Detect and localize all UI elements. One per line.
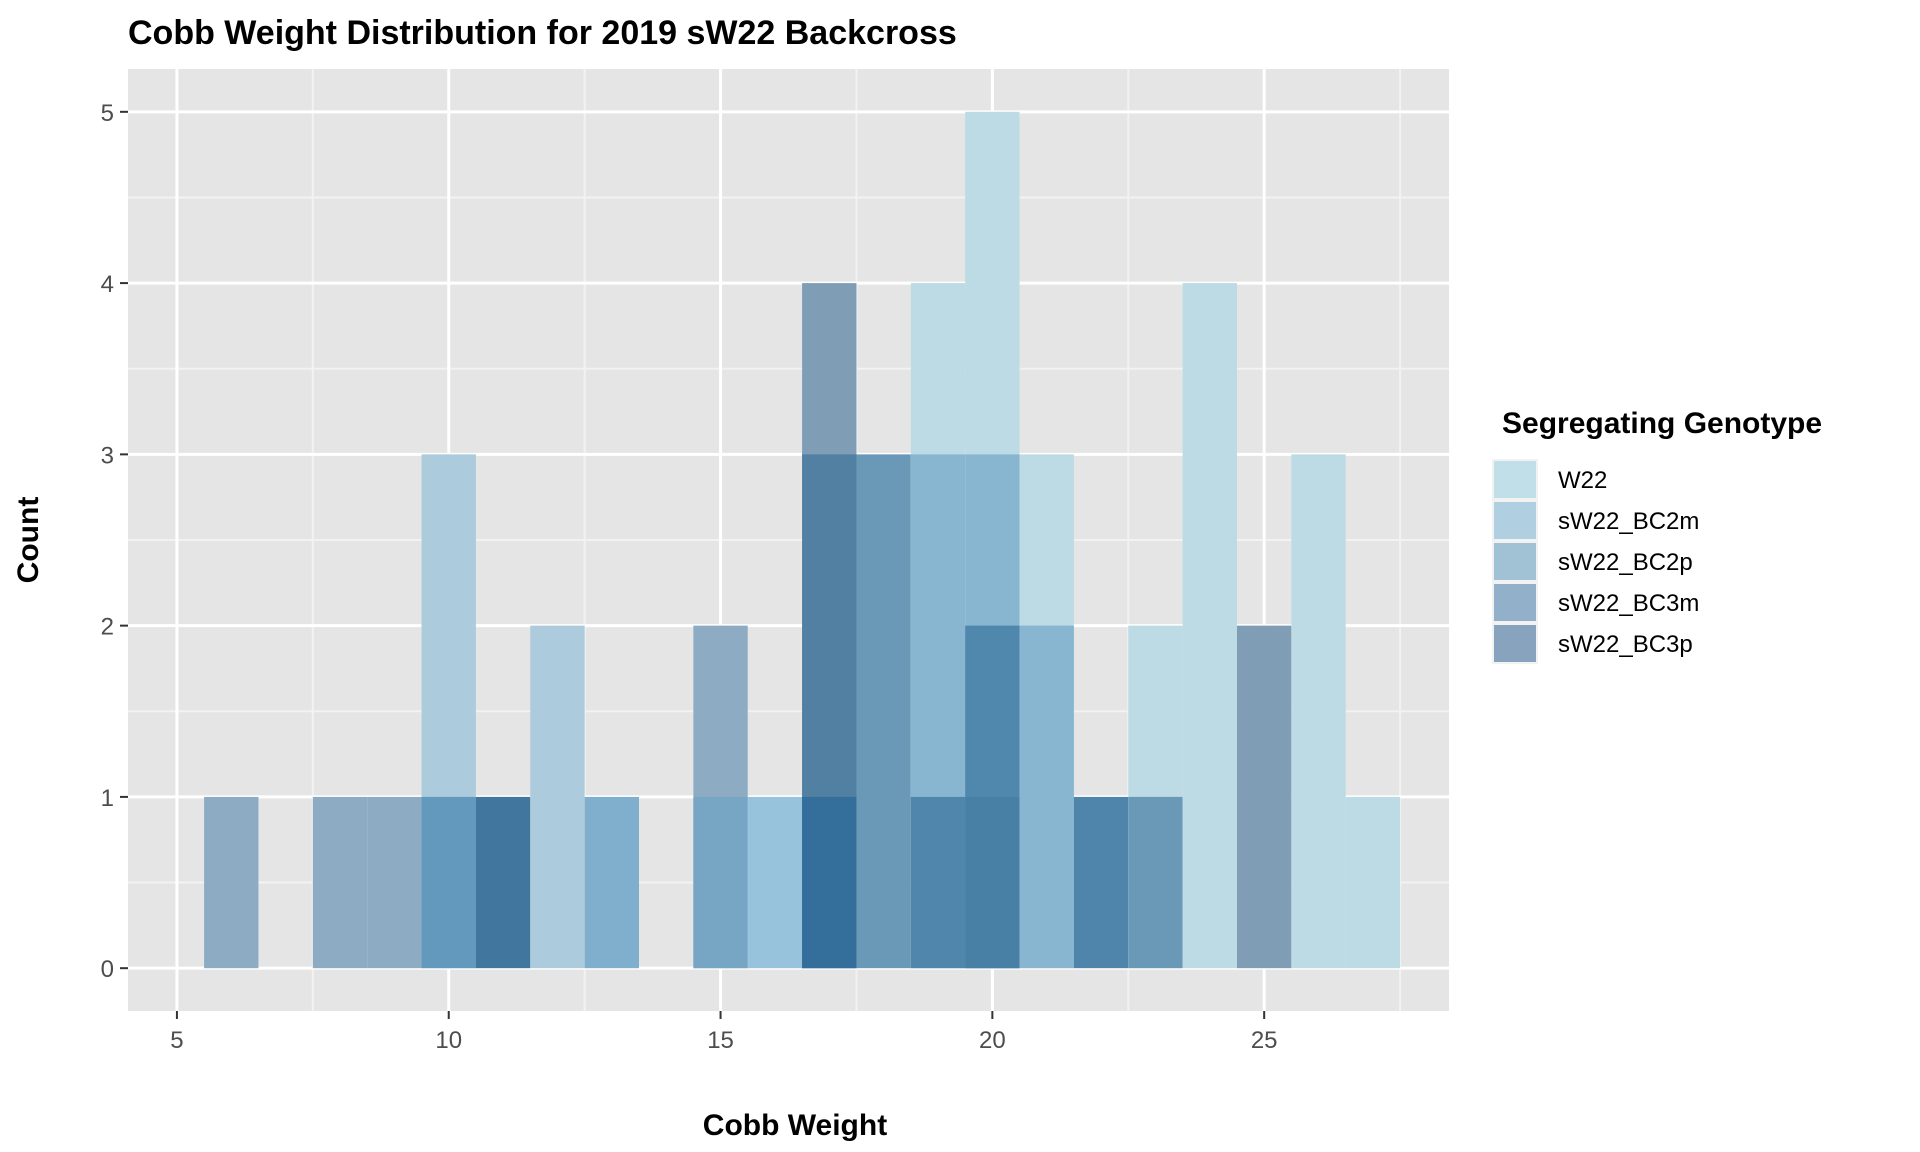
y-tick-label: 1 — [101, 785, 114, 812]
legend-swatch — [1494, 543, 1536, 580]
y-axis-title: Count — [12, 497, 45, 584]
histogram-bar — [747, 796, 803, 969]
legend-swatch — [1494, 584, 1536, 621]
y-tick-label: 4 — [101, 271, 114, 298]
histogram-bar — [965, 796, 1020, 969]
legend-label: W22 — [1558, 467, 1607, 494]
y-tick-label: 3 — [101, 442, 114, 469]
x-axis-title: Cobb Weight — [703, 1109, 887, 1142]
x-tick-label: 15 — [707, 1027, 734, 1054]
x-tick-label: 25 — [1251, 1027, 1278, 1054]
histogram-bar — [1128, 796, 1183, 969]
legend: Segregating Genotype W22 sW22_BC2m sW22_BC… — [1492, 407, 1822, 664]
x-tick-label: 10 — [435, 1027, 462, 1054]
legend-title: Segregating Genotype — [1502, 407, 1822, 440]
y-axis: 0 1 2 3 4 5 — [101, 100, 128, 983]
histogram-bar — [802, 796, 857, 969]
legend-swatch — [1494, 461, 1536, 498]
y-tick-label: 5 — [101, 100, 114, 127]
legend-label: sW22_BC2p — [1558, 549, 1693, 576]
y-tick-label: 0 — [101, 956, 114, 983]
legend-label: sW22_BC2m — [1558, 508, 1699, 535]
histogram-bar — [530, 625, 585, 969]
histogram-bar — [1073, 796, 1129, 969]
legend-swatch — [1494, 502, 1536, 539]
histogram-bar — [312, 796, 368, 969]
histogram-bar — [421, 796, 476, 969]
histogram-bar — [1019, 625, 1074, 969]
chart-title: Cobb Weight Distribution for 2019 sW22 B… — [128, 14, 957, 52]
histogram-bar — [1345, 796, 1401, 969]
histogram-bar — [584, 796, 640, 969]
histogram-bar — [475, 796, 531, 969]
histogram-bar — [1182, 283, 1237, 969]
x-tick-label: 20 — [979, 1027, 1006, 1054]
legend-label: sW22_BC3m — [1558, 590, 1699, 617]
histogram-bar — [1291, 454, 1346, 969]
x-tick-label: 5 — [170, 1027, 183, 1054]
histogram-bar — [693, 796, 748, 969]
histogram-bar — [856, 454, 911, 969]
histogram-bar — [910, 796, 966, 969]
x-axis: 5 10 15 20 25 — [170, 1011, 1278, 1054]
legend-label: sW22_BC3p — [1558, 631, 1693, 658]
bars-layer — [204, 111, 1401, 969]
legend-swatch — [1494, 625, 1536, 662]
histogram-bar — [367, 796, 422, 969]
histogram-bar — [1236, 625, 1292, 969]
y-tick-label: 2 — [101, 614, 114, 641]
histogram-bar — [204, 796, 259, 969]
